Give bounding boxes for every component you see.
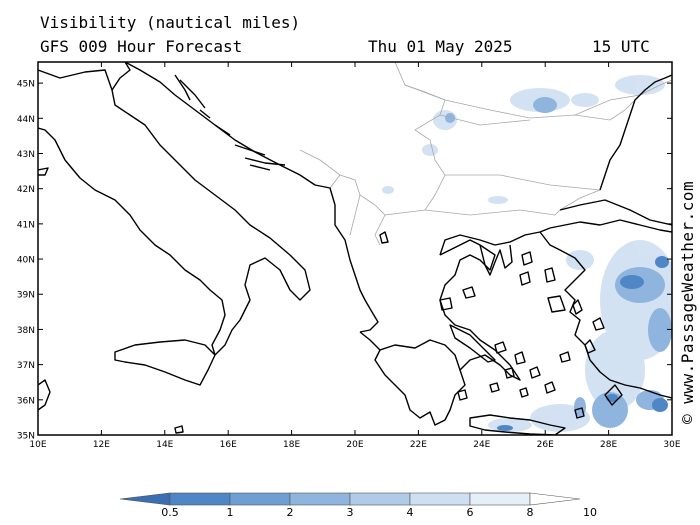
lon-label: 14E (156, 440, 173, 450)
lat-label: 42N (17, 185, 35, 195)
chart-title: Visibility (nautical miles) (40, 13, 301, 32)
forecast-model: GFS 009 Hour Forecast (40, 37, 243, 56)
lat-label: 44N (17, 115, 35, 125)
legend-swatch (409, 492, 471, 506)
legend-tick-label: 0.5 (161, 506, 179, 519)
axis-ticks (37, 62, 673, 436)
lon-label: 28E (600, 440, 617, 450)
legend-colorbar: 0.5 1 2 3 4 6 8 10 (119, 492, 597, 519)
legend-swatch (229, 492, 291, 506)
coastlines (38, 62, 672, 435)
map-frame (37, 61, 673, 436)
lat-label: 45N (17, 80, 35, 90)
lon-label: 24E (473, 440, 490, 450)
legend-tick-label: 3 (347, 506, 354, 519)
legend-swatch (289, 492, 351, 506)
lat-label: 37N (17, 361, 35, 371)
legend-tick-label: 6 (467, 506, 474, 519)
lat-label: 41N (17, 220, 35, 230)
forecast-time: 15 UTC (592, 37, 650, 56)
legend-low-arrow (119, 492, 171, 506)
lon-label: 20E (346, 440, 363, 450)
lon-label: 26E (537, 440, 554, 450)
legend-swatch (169, 492, 231, 506)
lon-label: 22E (410, 440, 427, 450)
legend-tick-label: 10 (583, 506, 597, 519)
forecast-date: Thu 01 May 2025 (368, 37, 513, 56)
lon-label: 18E (283, 440, 300, 450)
legend-swatch (469, 492, 531, 506)
lat-label: 35N (17, 432, 35, 442)
lon-label: 30E (663, 440, 680, 450)
country-borders (299, 62, 672, 246)
visibility-field (382, 75, 672, 432)
lat-label: 43N (17, 150, 35, 160)
lat-label: 38N (17, 326, 35, 336)
lat-label: 39N (17, 291, 35, 301)
legend-tick-label: 4 (407, 506, 414, 519)
legend-tick-label: 1 (227, 506, 234, 519)
lon-label: 16E (220, 440, 237, 450)
legend-swatch (349, 492, 411, 506)
legend-high-arrow (529, 492, 581, 506)
lon-label: 10E (29, 440, 46, 450)
lon-label: 12E (93, 440, 110, 450)
legend-tick-label: 8 (527, 506, 534, 519)
lat-label: 36N (17, 396, 35, 406)
lat-label: 40N (17, 256, 35, 266)
legend-tick-label: 2 (287, 506, 294, 519)
